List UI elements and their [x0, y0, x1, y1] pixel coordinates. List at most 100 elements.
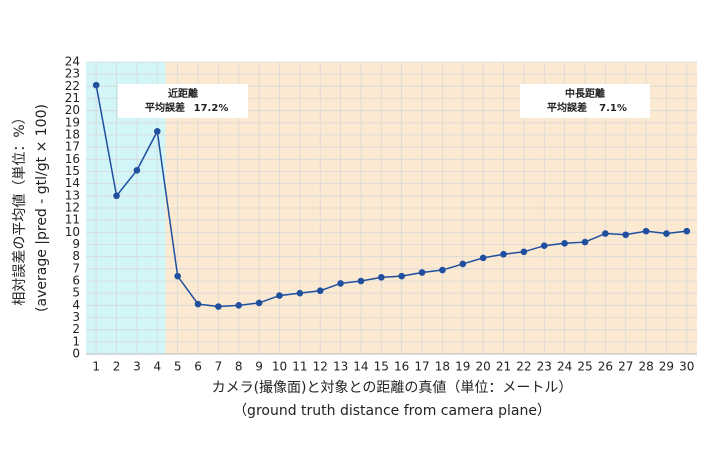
x-tick-label: 17 [414, 360, 429, 374]
annotation-label: 平均誤差 [145, 101, 185, 114]
y-tick-label: 20 [65, 103, 80, 117]
x-tick-label: 21 [496, 360, 511, 374]
marker [561, 239, 568, 247]
x-tick-label: 1 [92, 360, 100, 374]
marker [622, 231, 630, 239]
marker [235, 302, 243, 309]
marker [378, 274, 385, 281]
x-tick-label: 3 [133, 360, 141, 374]
marker [520, 248, 528, 256]
x-tick-label: 23 [537, 360, 552, 374]
y-tick-label: 5 [72, 286, 80, 300]
x-tick-label: 28 [638, 360, 653, 374]
marker [459, 260, 467, 268]
y-tick-label: 7 [72, 261, 80, 275]
y-tick-label: 0 [72, 347, 80, 361]
annotation-box [520, 84, 650, 118]
y-axis-label: 相対誤差の平均値（単位：%） [12, 110, 28, 305]
y-tick-label: 11 [65, 213, 80, 227]
marker [153, 128, 161, 135]
y-tick-label: 19 [65, 115, 80, 129]
x-tick-label: 27 [618, 360, 633, 374]
y-tick-label: 9 [72, 237, 80, 251]
y-tick-label: 14 [65, 176, 80, 190]
x-tick-label: 5 [174, 360, 182, 374]
x-tick-label: 22 [516, 360, 531, 374]
y-tick-label: 21 [65, 91, 80, 105]
x-tick-label: 15 [374, 360, 389, 374]
x-tick-label: 18 [435, 360, 450, 374]
annotation-title: 近距離 [168, 87, 198, 100]
marker [540, 242, 548, 250]
marker [92, 81, 100, 89]
x-tick-label: 7 [215, 360, 223, 374]
marker [398, 272, 405, 280]
annotation-value: 17.2% [194, 103, 229, 114]
y-tick-label: 13 [65, 188, 80, 202]
y-tick-label: 1 [72, 334, 80, 348]
line [95, 84, 687, 308]
y-tick-label: 2 [72, 322, 80, 336]
x-tick-label: 20 [476, 360, 491, 374]
y-tick-label: 6 [72, 274, 80, 288]
marker [133, 166, 141, 174]
x-tick-label: 4 [153, 360, 161, 374]
annotation-label: 平均誤差 [547, 101, 587, 114]
marker [113, 192, 120, 200]
y-tick-label: 24 [65, 55, 80, 69]
y-tick-label: 22 [65, 79, 80, 93]
marker [479, 254, 487, 262]
marker [439, 266, 446, 274]
y-tick-label: 4 [72, 298, 80, 312]
y-tick-label: 10 [65, 225, 80, 239]
marker [602, 230, 609, 237]
y-tick-label: 23 [65, 67, 80, 81]
marker [215, 303, 222, 310]
x-tick-label: 16 [394, 360, 409, 374]
marker [357, 277, 365, 285]
x-tick-label: 8 [235, 360, 243, 374]
x-tick-label: 19 [455, 360, 470, 374]
annotation-box [118, 84, 248, 118]
y-tick-label: 15 [65, 164, 80, 178]
annotation-title: 中長距離 [565, 87, 605, 100]
x-tick-label: 29 [659, 360, 674, 374]
x-tick-label: 9 [255, 360, 263, 374]
y-tick-label: 12 [65, 201, 80, 215]
y-tick-label: 3 [72, 310, 80, 324]
x-tick-label: 10 [272, 360, 287, 374]
marker [255, 299, 263, 307]
x-tick-label: 26 [598, 360, 613, 374]
x-tick-label: 6 [194, 360, 202, 374]
marker [581, 238, 589, 246]
x-axis-label: （ground truth distance from camera plane… [233, 403, 551, 419]
y-tick-label: 17 [65, 140, 80, 154]
x-tick-label: 14 [353, 360, 368, 374]
marker [642, 227, 650, 235]
marker [418, 269, 426, 276]
x-tick-label: 30 [679, 360, 694, 374]
marker [337, 280, 344, 287]
y-tick-label: 18 [65, 128, 80, 142]
marker [663, 230, 670, 237]
x-axis-label: カメラ(撮像面)と対象との距離の真値（単位：メートル） [212, 379, 573, 396]
x-tick-label: 2 [113, 360, 121, 374]
x-tick-label: 24 [557, 360, 572, 374]
marker [296, 289, 304, 297]
marker [683, 227, 691, 235]
marker [500, 250, 507, 258]
marker [316, 287, 324, 295]
marker [174, 272, 181, 280]
x-tick-label: 13 [333, 360, 348, 374]
x-tick-label: 25 [577, 360, 592, 374]
annotation-value: 7.1% [599, 103, 627, 114]
y-tick-label: 8 [72, 249, 80, 263]
x-tick-label: 12 [313, 360, 328, 374]
y-tick-label: 16 [65, 152, 80, 166]
x-tick-label: 11 [292, 360, 307, 374]
marker [276, 292, 283, 299]
marker [194, 300, 202, 308]
